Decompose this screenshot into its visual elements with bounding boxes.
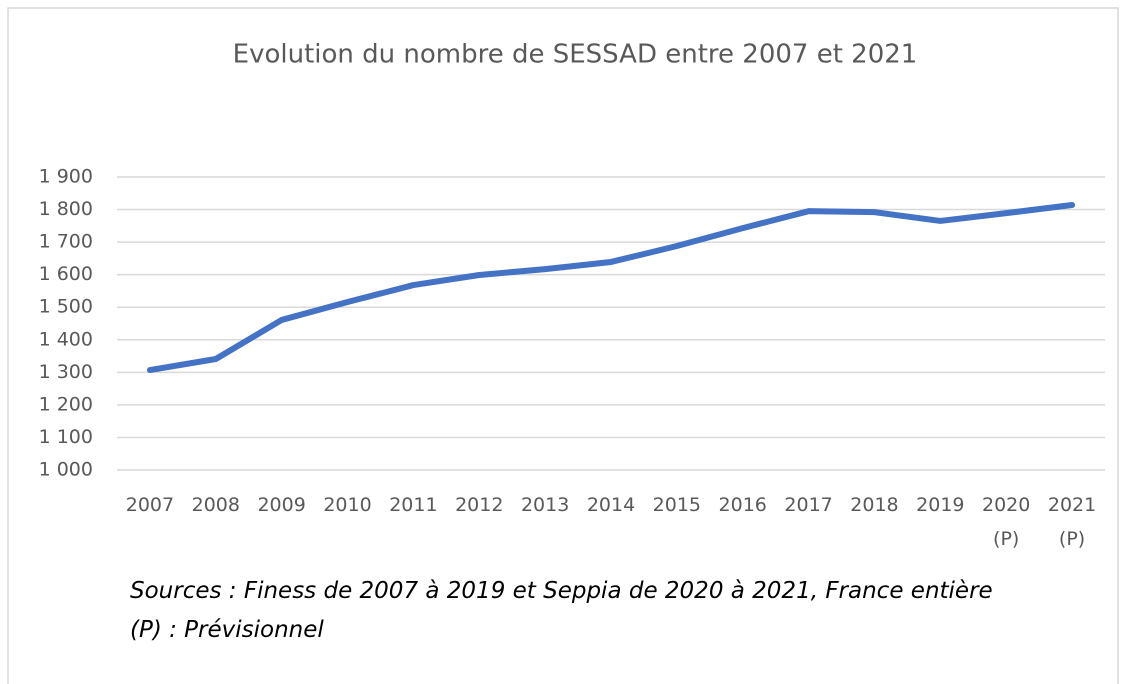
x-tick-label: 2021 (P) — [1047, 494, 1097, 550]
y-tick-label: 1 200 — [39, 393, 93, 415]
source-note: Sources : Finess de 2007 à 2019 et Seppi… — [130, 578, 993, 604]
x-tick-label: 2014 — [586, 494, 636, 516]
x-tick-label: 2011 — [389, 494, 438, 516]
x-tick-label: 2019 — [916, 494, 965, 516]
legend-note: (P) : Prévisionnel — [130, 617, 324, 643]
x-tick-label: 2018 — [850, 494, 899, 516]
x-tick-label: 2015 — [652, 494, 702, 516]
x-tick-label: 2017 — [784, 494, 833, 516]
y-tick-label: 1 900 — [39, 166, 93, 188]
x-tick-label: 2020 (P) — [982, 494, 1031, 550]
chart-title: Evolution du nombre de SESSAD entre 2007… — [233, 40, 918, 70]
y-tick-label: 1 400 — [39, 328, 93, 350]
x-tick-label: 2013 — [520, 494, 570, 516]
x-tick-label: 2016 — [718, 494, 767, 516]
y-tick-label: 1 700 — [39, 231, 93, 253]
y-tick-label: 1 000 — [39, 459, 93, 481]
x-tick-label: 2012 — [455, 494, 504, 516]
y-tick-label: 1 800 — [39, 198, 93, 220]
x-tick-label: 2009 — [257, 494, 306, 516]
x-tick-label: 2008 — [191, 494, 240, 516]
line-series — [146, 201, 1076, 374]
y-tick-label: 1 300 — [39, 361, 93, 383]
y-tick-label: 1 600 — [39, 263, 93, 285]
x-tick-label: 2010 — [323, 494, 372, 516]
y-tick-label: 1 100 — [39, 426, 93, 448]
chart-frame — [7, 7, 1119, 684]
y-tick-label: 1 500 — [39, 296, 93, 318]
x-tick-label: 2007 — [125, 494, 175, 516]
